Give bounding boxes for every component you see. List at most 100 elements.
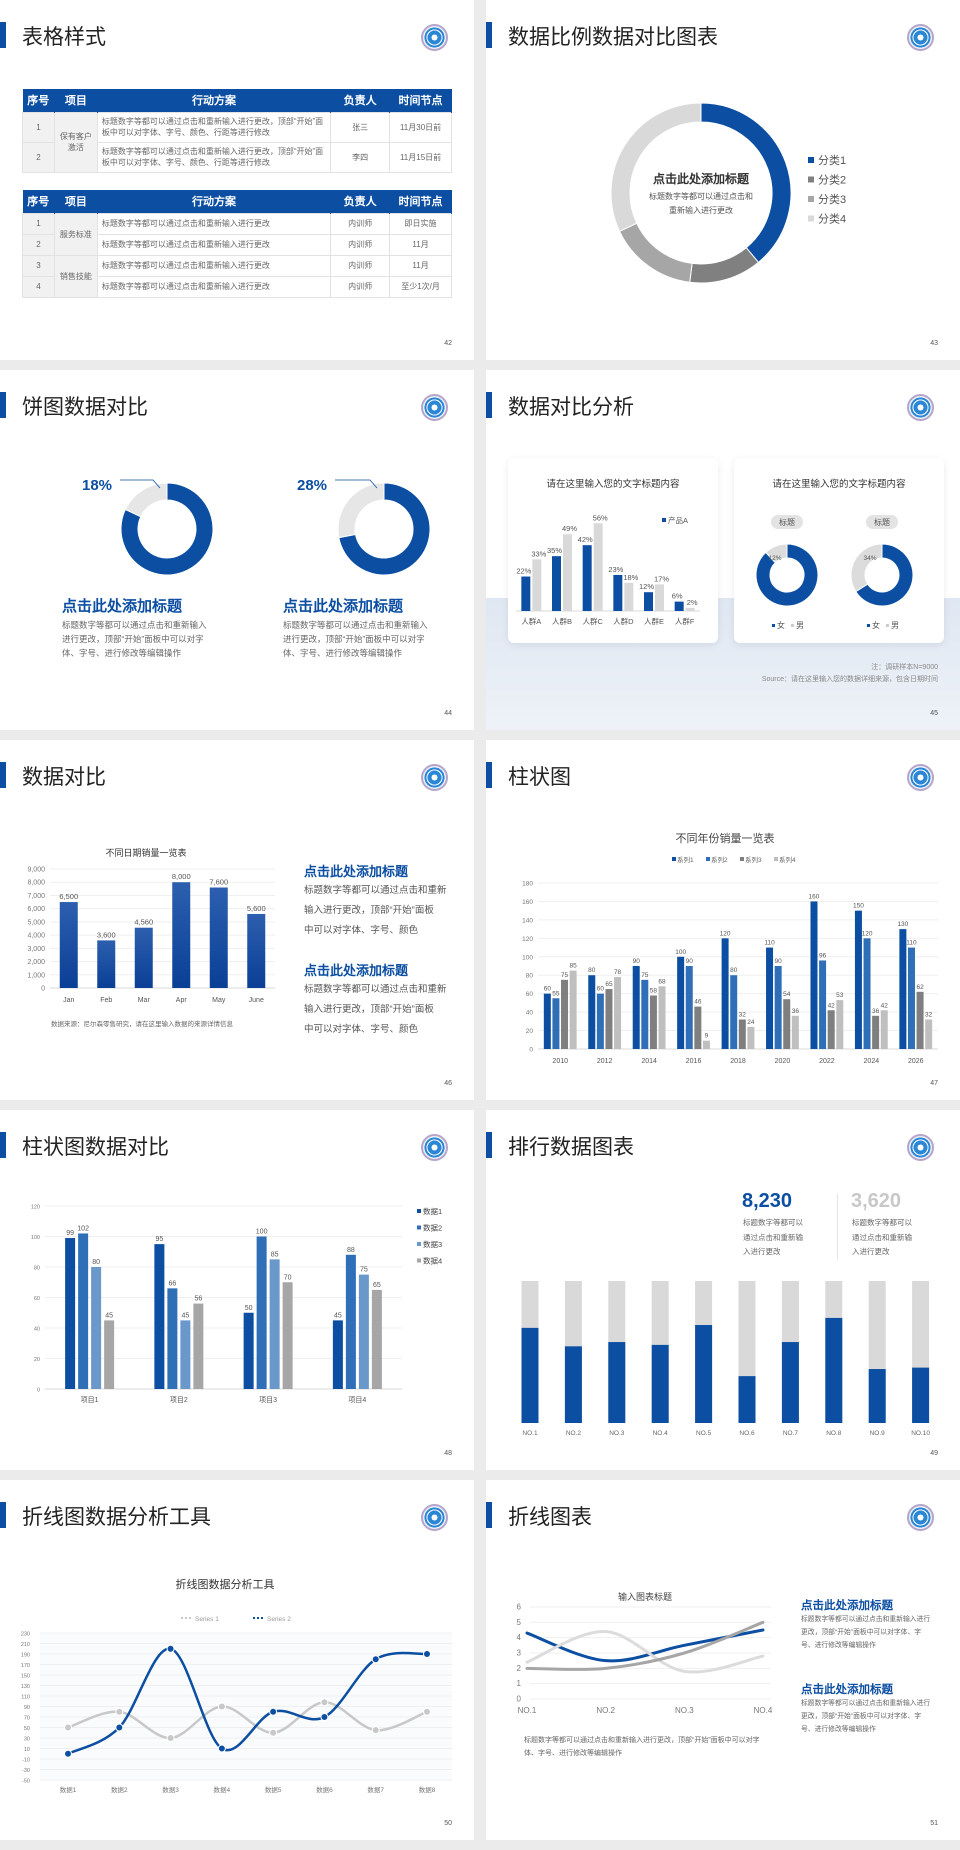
y-tick-label: 4	[517, 1633, 522, 1642]
data-point	[217, 1744, 226, 1753]
column-header: 项目	[54, 89, 98, 112]
data-label: 130	[897, 921, 908, 928]
bar	[836, 1000, 844, 1049]
title-accent-bar	[486, 22, 492, 48]
slide-43: 数据比例数据对比图表 分类1 分类2 分类3 分类4 点击此处添加标题 标题数字等都可…	[486, 0, 960, 360]
donut-segment	[689, 247, 760, 284]
data-label: 56	[194, 1296, 202, 1303]
cell-no: 1	[22, 111, 55, 143]
legend-label: 系列2	[711, 855, 728, 864]
x-tick-label: 人群E	[644, 616, 664, 626]
text-line: 输入进行更改，顶部“开始”面板	[304, 1004, 434, 1015]
title-pill	[866, 515, 898, 529]
x-tick-label: NO.2	[566, 1430, 582, 1437]
bar	[582, 545, 592, 611]
table-header: 序号 项目 行动方案 负责人 时间节点	[22, 89, 452, 112]
y-tick-label: 4,000	[27, 933, 45, 940]
bar	[569, 970, 577, 1049]
x-tick-label: 人群C	[582, 616, 603, 626]
legend-swatch	[772, 624, 775, 627]
legend-label: Series 1	[195, 1616, 219, 1623]
data-label: 32	[925, 1011, 933, 1018]
legend-swatch	[672, 857, 676, 861]
x-tick-label: 2022	[819, 1058, 835, 1065]
legend-swatch	[417, 1258, 421, 1263]
legend-swatch	[808, 215, 814, 222]
data-label: 36	[872, 1008, 880, 1015]
bar	[614, 977, 622, 1049]
y-tick-label: 170	[21, 1663, 30, 1669]
x-tick-label: 数据4	[214, 1785, 231, 1794]
bar	[658, 986, 666, 1049]
data-label: 8,000	[172, 872, 191, 881]
y-tick-label: 130	[21, 1684, 30, 1690]
data-label: 49%	[562, 524, 577, 533]
data-label: 85	[271, 1251, 279, 1258]
bar	[243, 1312, 254, 1389]
percent-label: 18%	[82, 477, 112, 494]
legend-swatch	[774, 857, 778, 861]
x-tick-label: 数据1	[60, 1785, 77, 1794]
x-tick-label: Apr	[176, 997, 188, 1004]
cell-owner: 内训师	[330, 254, 391, 277]
cell-no: 1	[22, 212, 55, 235]
legend-swatch	[886, 624, 889, 627]
y-tick-label: 190	[21, 1653, 30, 1659]
legend-label: 分类4	[818, 212, 846, 226]
bar	[154, 1244, 165, 1389]
slide-50: 折线图数据分析工具 折线图数据分析工具 Series 1 Series 2 -50 -3…	[0, 1480, 474, 1840]
bar	[677, 956, 685, 1049]
bar	[97, 940, 116, 988]
bar	[91, 1267, 102, 1389]
bar-fill	[912, 1367, 930, 1423]
data-label: 60	[597, 986, 605, 993]
y-tick-label: 0	[517, 1695, 522, 1704]
y-tick-label: 20	[526, 1028, 534, 1035]
donut-charts: 18% 28%	[82, 477, 431, 576]
text-line: 通过点击和重新输	[743, 1232, 803, 1242]
data-label: 3,600	[97, 930, 116, 939]
y-tick-label: 70	[24, 1716, 30, 1722]
y-tick-label: 0	[41, 986, 45, 993]
bar	[774, 966, 782, 1049]
bar	[880, 1010, 888, 1049]
page-number: 43	[930, 340, 938, 347]
leader-line	[335, 479, 378, 489]
title-accent-bar	[0, 762, 6, 788]
column-header: 负责人	[330, 89, 391, 112]
y-tick-label: 30	[24, 1737, 30, 1743]
series-line	[525, 1630, 765, 1674]
cell-time: 即日实施	[389, 212, 452, 235]
data-label: 42	[828, 1002, 836, 1009]
data-label: 90	[775, 958, 783, 965]
bar	[644, 592, 653, 611]
bar-fill	[781, 1342, 799, 1423]
block-heading: 点击此处添加标题	[283, 598, 404, 615]
donut-segment	[618, 222, 693, 283]
cell-plan: 标题数字等都可以通过点击和重新输入进行更改，顶部“开始”面板中可以对字体、字号、…	[96, 111, 332, 143]
legend-swatch	[417, 1225, 421, 1230]
y-tick-label: 60	[526, 991, 534, 998]
slide-title: 排行数据图表	[508, 1136, 634, 1159]
y-tick-label: 6	[517, 1603, 522, 1612]
donut-segment	[124, 482, 168, 518]
title-pill	[771, 515, 803, 529]
percent-label: 12%	[768, 555, 781, 562]
x-tick-label: 人群D	[613, 616, 634, 626]
bar	[730, 975, 738, 1049]
charts: 22%33%人群A35%49%人群B42%56%人群C23%18%人群D12%1…	[516, 513, 914, 630]
logo-icon	[907, 1134, 934, 1161]
cell-owner: 李四	[330, 141, 391, 173]
slide-title: 柱状图数据对比	[22, 1136, 169, 1159]
bar	[685, 966, 693, 1049]
bar	[167, 1288, 178, 1389]
data-label: 100	[675, 949, 686, 956]
data-label: 22%	[516, 567, 531, 576]
data-label: 150	[853, 903, 864, 910]
slide-title: 数据对比分析	[508, 396, 634, 419]
data-label: 9	[705, 1033, 709, 1040]
data-label: 110	[906, 940, 917, 947]
cell-time: 11月15日前	[389, 141, 452, 173]
data-label: 42	[881, 1002, 889, 1009]
page-number: 48	[444, 1450, 452, 1457]
